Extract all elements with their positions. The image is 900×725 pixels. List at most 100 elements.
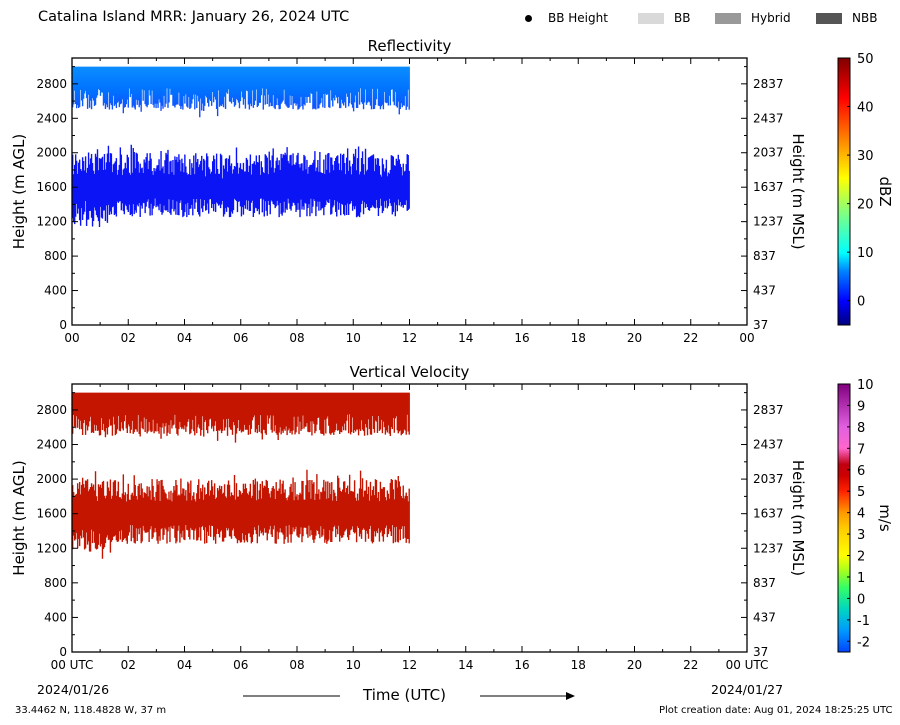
x-tick-label: 00 UTC bbox=[726, 658, 769, 672]
x-tick-label: 16 bbox=[514, 331, 529, 345]
y-tick-label: 2400 bbox=[36, 111, 67, 125]
cloud-layer bbox=[72, 469, 410, 559]
colorbar-tick-label: 9 bbox=[857, 399, 865, 414]
y-tick-label-right: 37 bbox=[753, 645, 768, 659]
x-tick-label: 00 UTC bbox=[51, 658, 94, 672]
y-tick-label-right: 2437 bbox=[753, 111, 784, 125]
cloud-layer bbox=[72, 392, 410, 443]
y-axis-label: Height (m AGL) bbox=[10, 460, 28, 575]
cloud-layer-echo bbox=[72, 469, 410, 559]
cloud-layer-echo bbox=[72, 144, 410, 227]
colorbar-tick-label: 40 bbox=[857, 101, 874, 116]
x-tick-label: 06 bbox=[233, 658, 248, 672]
cloud-layer-echo bbox=[72, 392, 410, 443]
y-tick-label-right: 437 bbox=[753, 610, 776, 624]
y-tick-label-right: 837 bbox=[753, 576, 776, 590]
y-tick-label-right: 1637 bbox=[753, 180, 784, 194]
y-tick-label-right: 837 bbox=[753, 249, 776, 263]
x-tick-label: 20 bbox=[627, 331, 642, 345]
legend-label: BB bbox=[674, 11, 691, 25]
cloud-layer bbox=[72, 144, 410, 227]
x-tick-label: 20 bbox=[627, 658, 642, 672]
y-tick-label: 1200 bbox=[36, 215, 67, 229]
legend-label: Hybrid bbox=[751, 11, 791, 25]
x-tick-label: 14 bbox=[458, 331, 473, 345]
y-tick-label: 400 bbox=[44, 284, 67, 298]
x-tick-label: 00 bbox=[739, 331, 754, 345]
colorbar-tick-label: 3 bbox=[857, 528, 865, 543]
legend-label: NBB bbox=[852, 11, 878, 25]
colorbar-tick-label: 2 bbox=[857, 550, 865, 565]
colorbar: 0 10 20 30 40 50 dBZ bbox=[837, 52, 894, 326]
legend-swatch bbox=[816, 12, 842, 24]
time-axis-arrows bbox=[243, 692, 575, 700]
time-axis-label: Time (UTC) bbox=[363, 686, 446, 704]
y-tick-label: 400 bbox=[44, 610, 67, 624]
colorbar: -2 -1 0 1 2 3 4 5 6 7 8 9 10 m/s bbox=[837, 378, 894, 653]
x-tick-label: 00 bbox=[64, 331, 79, 345]
legend-nbb: NBB bbox=[816, 11, 877, 25]
colorbar-tick-label: 1 bbox=[857, 571, 865, 586]
legend-bb: BB bbox=[638, 11, 690, 25]
x-tick-label: 22 bbox=[683, 658, 698, 672]
y-tick-label-right: 1237 bbox=[753, 215, 784, 229]
x-tick-label: 06 bbox=[233, 331, 248, 345]
y-tick-label: 2800 bbox=[36, 403, 67, 417]
y-tick-label: 0 bbox=[59, 645, 67, 659]
colorbar-tick-label: 20 bbox=[857, 198, 874, 213]
plot-creation-date: Plot creation date: Aug 01, 2024 18:25:2… bbox=[659, 705, 893, 716]
colorbar-tick-label: 0 bbox=[857, 592, 865, 607]
x-tick-label: 22 bbox=[683, 331, 698, 345]
y-axis-label: Height (m AGL) bbox=[10, 134, 28, 249]
x-tick-label: 10 bbox=[346, 658, 361, 672]
y-tick-label: 2400 bbox=[36, 438, 67, 452]
station-location: 33.4462 N, 118.4828 W, 37 m bbox=[15, 705, 167, 716]
y-tick-label-right: 37 bbox=[753, 318, 768, 332]
colorbar-tick-label: -1 bbox=[857, 614, 870, 629]
x-tick-label: 02 bbox=[121, 331, 136, 345]
colorbar-tick-label: 7 bbox=[857, 442, 865, 457]
x-tick-label: 04 bbox=[177, 658, 192, 672]
y-tick-label: 0 bbox=[59, 318, 67, 332]
y-tick-label-right: 2437 bbox=[753, 438, 784, 452]
legend-bb-height: BB Height bbox=[525, 11, 608, 25]
arrow-head-right-icon bbox=[566, 692, 575, 700]
colorbar-tick-label: 10 bbox=[857, 246, 874, 261]
cloud-layer-echo bbox=[72, 66, 410, 118]
colorbar-tick-label: -2 bbox=[857, 635, 870, 650]
y-tick-label: 2000 bbox=[36, 472, 67, 486]
x-tick-label: 18 bbox=[571, 658, 586, 672]
colorbar-tick-label: 10 bbox=[857, 378, 874, 393]
y-axis-label-right: Height (m MSL) bbox=[789, 460, 807, 576]
legend-label: BB Height bbox=[548, 11, 608, 25]
y-tick-label-right: 1637 bbox=[753, 507, 784, 521]
y-axis-label-right: Height (m MSL) bbox=[789, 133, 807, 249]
page-title: Catalina Island MRR: January 26, 2024 UT… bbox=[38, 9, 350, 25]
y-tick-label-right: 2837 bbox=[753, 77, 784, 91]
x-tick-label: 12 bbox=[402, 658, 417, 672]
x-tick-label: 10 bbox=[346, 331, 361, 345]
colorbar-tick-label: 0 bbox=[857, 295, 865, 310]
colorbar-tick-label: 4 bbox=[857, 507, 865, 522]
y-tick-label: 1600 bbox=[36, 507, 67, 521]
colorbar-label: dBZ bbox=[876, 176, 894, 206]
x-tick-label: 16 bbox=[514, 658, 529, 672]
x-tick-label: 18 bbox=[571, 331, 586, 345]
colorbar-tick-label: 8 bbox=[857, 421, 865, 436]
x-tick-label: 12 bbox=[402, 331, 417, 345]
colorbar-scale bbox=[837, 383, 851, 653]
end-date-label: 2024/01/27 bbox=[711, 682, 784, 697]
legend-swatch bbox=[715, 12, 741, 24]
y-tick-label: 2800 bbox=[36, 77, 67, 91]
panel-title: Reflectivity bbox=[368, 37, 452, 55]
colorbar-scale bbox=[837, 57, 851, 326]
y-tick-label-right: 2837 bbox=[753, 403, 784, 417]
x-tick-label: 08 bbox=[289, 658, 304, 672]
y-tick-label: 800 bbox=[44, 576, 67, 590]
panel-title: Vertical Velocity bbox=[350, 363, 470, 381]
bb-height-marker-icon bbox=[525, 14, 532, 22]
y-tick-label: 800 bbox=[44, 249, 67, 263]
start-date-label: 2024/01/26 bbox=[37, 682, 110, 697]
